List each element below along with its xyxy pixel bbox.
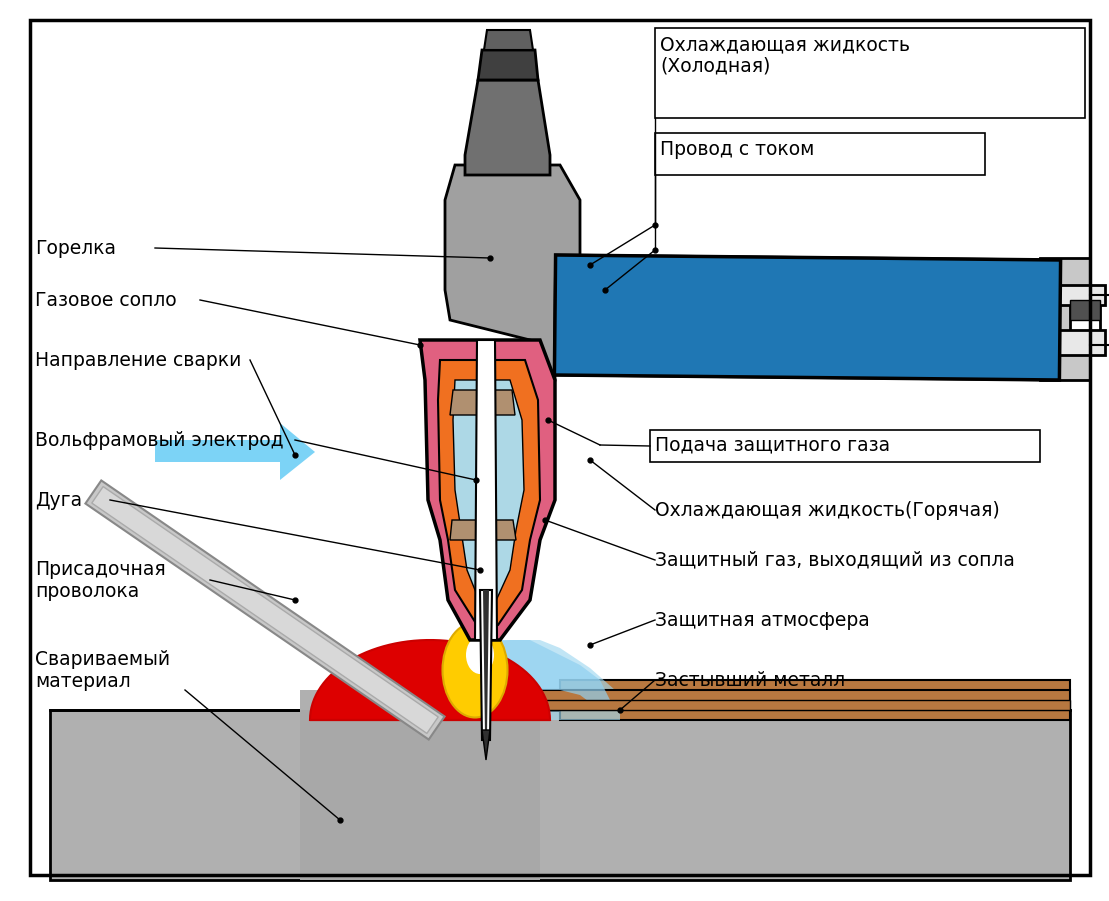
- Bar: [655, 28, 1085, 118]
- Polygon shape: [450, 520, 516, 540]
- Polygon shape: [475, 340, 497, 640]
- Ellipse shape: [466, 636, 494, 674]
- Polygon shape: [1055, 285, 1105, 305]
- Text: Дуга: Дуга: [35, 490, 82, 509]
- Polygon shape: [540, 700, 1070, 710]
- Polygon shape: [450, 390, 515, 415]
- Polygon shape: [540, 690, 1070, 710]
- Text: Присадочная
проволока: Присадочная проволока: [35, 560, 165, 601]
- Polygon shape: [301, 690, 540, 880]
- Polygon shape: [321, 640, 610, 710]
- Text: Охлаждающая жидкость(Горячая): Охлаждающая жидкость(Горячая): [655, 500, 999, 520]
- Polygon shape: [478, 50, 538, 80]
- Text: Направление сварки: Направление сварки: [35, 350, 242, 369]
- Text: Вольфрамовый электрод: Вольфрамовый электрод: [35, 431, 284, 450]
- Text: Свариваемый
материал: Свариваемый материал: [35, 650, 170, 691]
- Polygon shape: [570, 359, 1015, 371]
- Polygon shape: [480, 590, 492, 740]
- Polygon shape: [92, 487, 438, 733]
- Polygon shape: [1040, 258, 1090, 380]
- Polygon shape: [465, 80, 550, 175]
- Polygon shape: [311, 640, 620, 720]
- Polygon shape: [570, 341, 1015, 369]
- Text: Подача защитного газа: Подача защитного газа: [655, 435, 891, 454]
- Polygon shape: [85, 480, 445, 740]
- Bar: [655, 133, 985, 175]
- Polygon shape: [554, 255, 1060, 380]
- Polygon shape: [484, 30, 533, 50]
- Text: Провод с током: Провод с током: [660, 140, 814, 159]
- Text: Защитная атмосфера: Защитная атмосфера: [655, 611, 869, 630]
- Text: Горелка: Горелка: [35, 239, 116, 258]
- Ellipse shape: [442, 623, 508, 717]
- Polygon shape: [560, 278, 1035, 321]
- Polygon shape: [420, 340, 554, 640]
- Polygon shape: [570, 333, 1025, 345]
- Polygon shape: [554, 255, 1060, 380]
- Polygon shape: [311, 640, 550, 720]
- Polygon shape: [560, 680, 1070, 720]
- Text: Застывший металл: Застывший металл: [655, 670, 845, 689]
- Text: Защитный газ, выходящий из сопла: Защитный газ, выходящий из сопла: [655, 551, 1015, 569]
- Polygon shape: [1070, 300, 1100, 340]
- Polygon shape: [1055, 330, 1105, 355]
- Bar: [650, 430, 1040, 462]
- Polygon shape: [438, 360, 540, 625]
- Polygon shape: [50, 710, 1070, 880]
- Polygon shape: [155, 423, 315, 480]
- Polygon shape: [1070, 300, 1100, 320]
- Polygon shape: [570, 311, 1025, 344]
- Polygon shape: [445, 165, 580, 380]
- Polygon shape: [452, 380, 523, 605]
- Polygon shape: [560, 309, 1035, 322]
- Polygon shape: [482, 730, 490, 760]
- Polygon shape: [301, 690, 540, 710]
- Text: Газовое сопло: Газовое сопло: [35, 290, 176, 310]
- Text: Охлаждающая жидкость
(Холодная): Охлаждающая жидкость (Холодная): [660, 35, 910, 76]
- Polygon shape: [484, 590, 489, 735]
